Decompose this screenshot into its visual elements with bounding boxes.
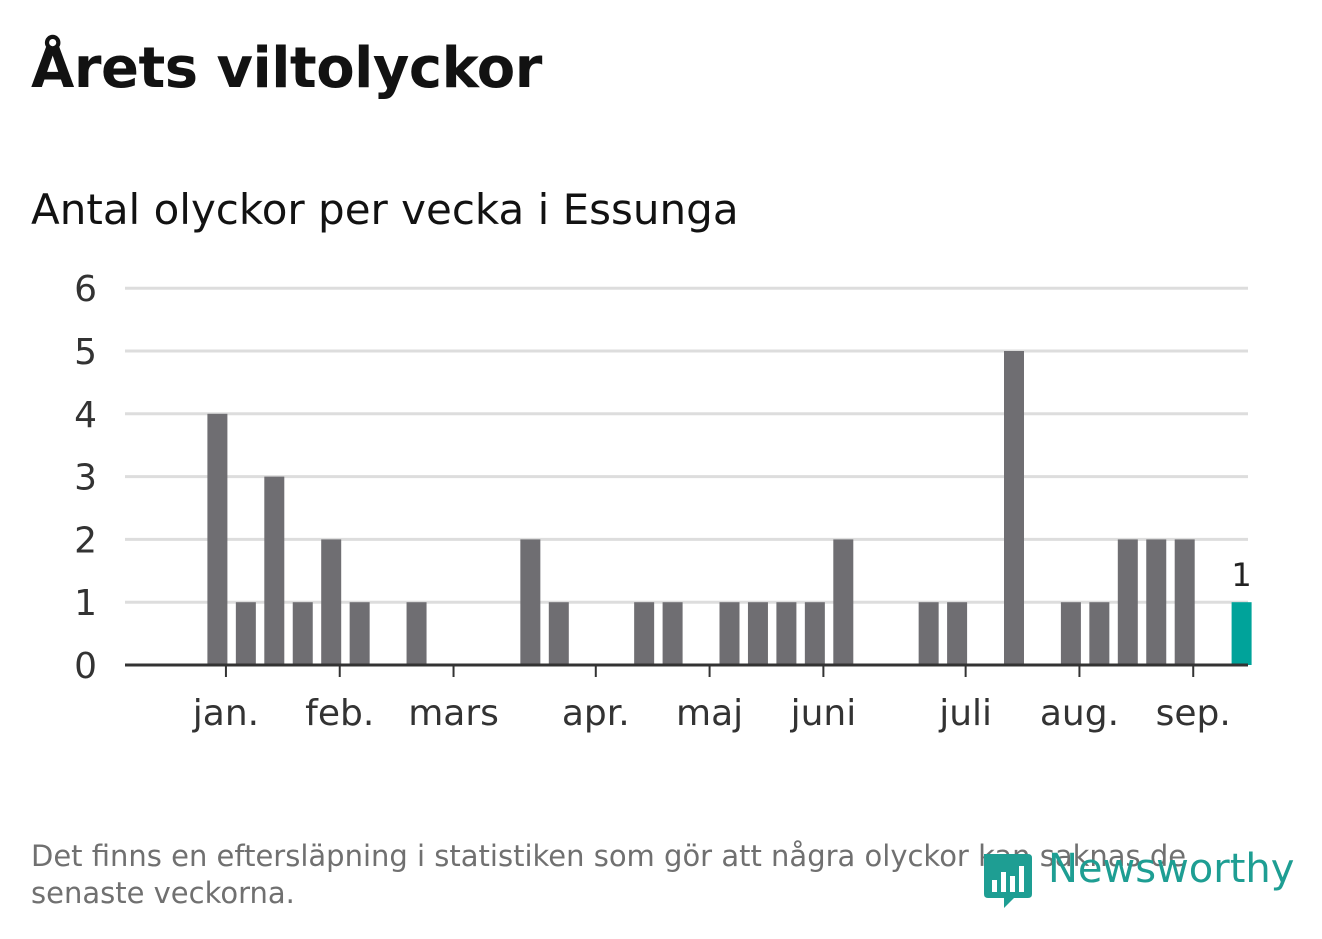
bar (918, 602, 939, 665)
bar (1060, 602, 1081, 665)
x-tick-label: jan. (192, 693, 259, 734)
bar (235, 602, 256, 665)
chart-title: Årets viltolyckor (31, 36, 542, 101)
y-tick-label: 4 (74, 395, 97, 436)
bar (548, 602, 569, 665)
newsworthy-logo-icon (984, 854, 1032, 908)
bar (719, 602, 740, 665)
bar (662, 602, 683, 665)
y-tick-label: 0 (74, 646, 97, 687)
bar (520, 539, 541, 665)
x-tick-label: aug. (1040, 693, 1119, 734)
x-tick-label: juli (938, 693, 992, 734)
bar (207, 413, 228, 665)
brand-name: Newsworthy (1048, 846, 1295, 892)
data-label: 1 (1231, 556, 1251, 594)
bar (321, 539, 342, 665)
x-tick-label: maj (676, 693, 743, 734)
bar (1146, 539, 1167, 665)
y-tick-label: 2 (74, 520, 97, 561)
x-tick-label: mars (408, 693, 499, 734)
bar-highlight (1231, 602, 1252, 665)
x-tick-label: sep. (1156, 693, 1231, 734)
x-tick-label: feb. (305, 693, 374, 734)
bar (292, 602, 313, 665)
bar (833, 539, 854, 665)
y-tick-label: 1 (74, 583, 97, 624)
bars: 1 (207, 351, 1252, 665)
y-tick-label: 5 (74, 332, 97, 373)
bar (634, 602, 655, 665)
bar (804, 602, 825, 665)
bar (776, 602, 797, 665)
bar (1174, 539, 1195, 665)
bar (1004, 351, 1024, 665)
x-tick-label: apr. (562, 693, 630, 734)
x-tick-label: juni (790, 693, 857, 734)
bar (349, 602, 370, 665)
y-tick-label: 6 (74, 269, 97, 310)
bar (1089, 602, 1110, 665)
brand-logo: Newsworthy (980, 846, 1300, 910)
bar (947, 602, 968, 665)
bar (747, 602, 768, 665)
bar (1117, 539, 1138, 665)
bar-chart: 0 1 2 3 4 5 6 1 jan. feb. mars apr. maj juni juli aug… (74, 269, 1252, 734)
y-axis-ticks: 0 1 2 3 4 5 6 (74, 269, 97, 687)
grid-lines (125, 286, 1248, 604)
bar (406, 602, 427, 665)
y-tick-label: 3 (74, 458, 97, 499)
x-axis-ticks: jan. feb. mars apr. maj juni juli aug. sep. (192, 665, 1231, 734)
bar (264, 476, 285, 665)
chart-subtitle: Antal olyckor per vecka i Essunga (31, 185, 739, 234)
